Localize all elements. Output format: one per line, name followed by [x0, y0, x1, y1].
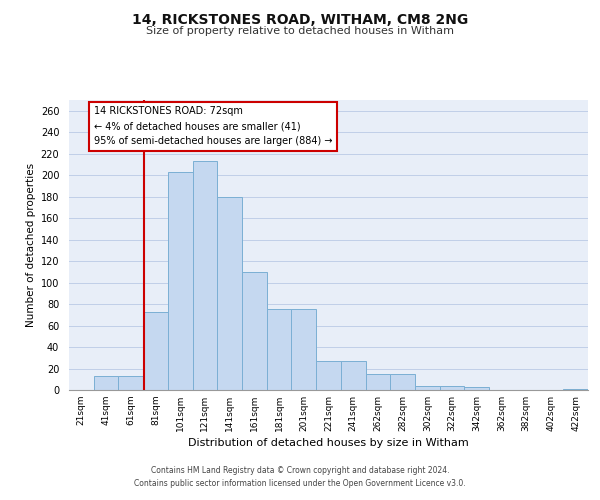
Bar — [118, 376, 143, 390]
Text: Size of property relative to detached houses in Witham: Size of property relative to detached ho… — [146, 26, 454, 36]
Bar — [341, 361, 365, 390]
Bar — [242, 272, 267, 390]
Bar — [292, 310, 316, 390]
Bar — [365, 374, 390, 390]
Bar — [193, 161, 217, 390]
Text: 14, RICKSTONES ROAD, WITHAM, CM8 2NG: 14, RICKSTONES ROAD, WITHAM, CM8 2NG — [132, 12, 468, 26]
Bar — [390, 374, 415, 390]
Bar — [415, 386, 440, 390]
Bar — [168, 172, 193, 390]
Bar — [94, 376, 118, 390]
Bar — [217, 196, 242, 390]
Bar — [464, 387, 489, 390]
Bar — [563, 389, 588, 390]
Bar — [143, 312, 168, 390]
Y-axis label: Number of detached properties: Number of detached properties — [26, 163, 37, 327]
Text: 14 RICKSTONES ROAD: 72sqm
← 4% of detached houses are smaller (41)
95% of semi-d: 14 RICKSTONES ROAD: 72sqm ← 4% of detach… — [94, 106, 332, 146]
Text: Contains HM Land Registry data © Crown copyright and database right 2024.
Contai: Contains HM Land Registry data © Crown c… — [134, 466, 466, 487]
Bar — [440, 386, 464, 390]
Bar — [316, 361, 341, 390]
X-axis label: Distribution of detached houses by size in Witham: Distribution of detached houses by size … — [188, 438, 469, 448]
Bar — [267, 310, 292, 390]
